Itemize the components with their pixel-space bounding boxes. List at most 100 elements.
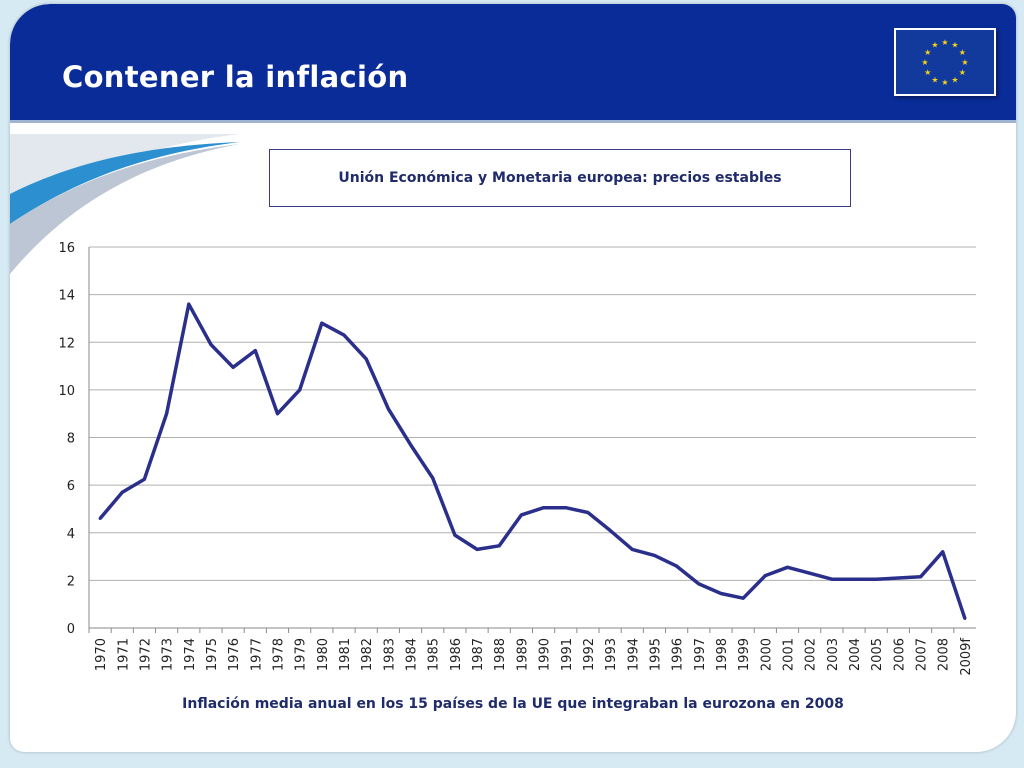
x-tick-label: 1976 xyxy=(227,638,242,671)
data-point xyxy=(187,302,191,306)
x-tick-label: 1979 xyxy=(294,638,309,671)
data-point xyxy=(253,349,257,353)
x-tick-label: 1982 xyxy=(360,638,375,671)
data-point xyxy=(409,443,413,447)
x-tick-label: 1980 xyxy=(316,638,331,671)
x-tick-label: 1971 xyxy=(116,638,131,671)
x-tick-label: 1974 xyxy=(183,638,198,671)
line-chart: 0 2 4 6 8 10 12 14 16 1970 1971 1972 1973 1974 1975 19… xyxy=(58,241,976,676)
x-tick-label: 1996 xyxy=(671,638,686,671)
x-tick-label: 1990 xyxy=(538,638,553,671)
data-point xyxy=(941,550,945,554)
series-line xyxy=(98,302,967,620)
flag-star-icon: ★ xyxy=(924,48,931,57)
data-point xyxy=(608,528,612,532)
x-tick-label: 1972 xyxy=(138,638,153,671)
chart-title: Unión Económica y Monetaria europea: pre… xyxy=(269,149,851,207)
header-bar: Contener la inflación ★ ★ ★ ★ ★ ★ ★ ★ ★ ★ ★ ★ xyxy=(10,4,1016,123)
data-point xyxy=(120,490,124,494)
x-tick-label: 1993 xyxy=(604,638,619,671)
data-point xyxy=(963,616,967,620)
data-point xyxy=(652,553,656,557)
data-point xyxy=(919,575,923,579)
x-tick-label: 1985 xyxy=(427,638,442,671)
y-tick-label: 16 xyxy=(58,241,75,256)
x-tick-label: 1984 xyxy=(405,638,420,671)
data-point xyxy=(142,477,146,481)
x-tick-label: 1999 xyxy=(737,638,752,671)
data-point xyxy=(719,591,723,595)
x-tick-label: 2007 xyxy=(915,638,930,671)
flag-star-icon: ★ xyxy=(941,38,948,47)
y-tick-label: 2 xyxy=(67,574,75,589)
data-point xyxy=(475,547,479,551)
x-tick-label: 1977 xyxy=(249,638,264,671)
data-point xyxy=(209,343,213,347)
x-tick-label: 1981 xyxy=(338,638,353,671)
y-tick-label: 14 xyxy=(58,289,75,304)
x-tick-label: 1978 xyxy=(271,638,286,671)
data-point xyxy=(630,547,634,551)
x-tick-label: 1997 xyxy=(693,638,708,671)
x-tick-label: 2009f xyxy=(959,638,974,676)
flag-star-icon: ★ xyxy=(931,41,938,50)
x-tick-label: 1992 xyxy=(582,638,597,671)
y-tick-label: 0 xyxy=(67,622,75,637)
data-point xyxy=(342,333,346,337)
x-tick-label: 2008 xyxy=(937,638,952,671)
flag-star-icon: ★ xyxy=(941,78,948,87)
x-tick-label: 1995 xyxy=(648,638,663,671)
flag-star-icon: ★ xyxy=(959,48,966,57)
x-tick-label: 2001 xyxy=(782,638,797,671)
data-point xyxy=(830,577,834,581)
x-tick-label: 2006 xyxy=(892,638,907,671)
flag-star-icon: ★ xyxy=(931,75,938,84)
data-point xyxy=(431,476,435,480)
flag-star-icon: ★ xyxy=(921,58,928,67)
data-point xyxy=(231,365,235,369)
data-point xyxy=(675,564,679,568)
data-point xyxy=(808,571,812,575)
data-point xyxy=(786,565,790,569)
data-point xyxy=(453,533,457,537)
data-point xyxy=(275,412,279,416)
y-tick-label: 10 xyxy=(58,384,75,399)
slide: Contener la inflación ★ ★ ★ ★ ★ ★ ★ ★ ★ ★ ★ ★ Unión… xyxy=(10,4,1016,752)
y-tick-label: 12 xyxy=(58,336,75,351)
x-tick-label: 2000 xyxy=(759,638,774,671)
x-tick-label: 1991 xyxy=(560,638,575,671)
data-point xyxy=(165,412,169,416)
x-tick-label: 1983 xyxy=(382,638,397,671)
flag-star-icon: ★ xyxy=(959,68,966,77)
flag-star-icon: ★ xyxy=(924,68,931,77)
data-point xyxy=(386,407,390,411)
data-point xyxy=(320,321,324,325)
slide-title: Contener la inflación xyxy=(62,60,409,94)
flag-star-icon: ★ xyxy=(961,58,968,67)
eu-flag-stars: ★ ★★★★★★★★★★★ xyxy=(921,38,968,87)
x-tick-label: 1973 xyxy=(161,638,176,671)
data-point xyxy=(896,576,900,580)
x-tick-label: 1988 xyxy=(493,638,508,671)
data-point xyxy=(741,596,745,600)
data-point xyxy=(519,513,523,517)
x-tick-label: 2003 xyxy=(826,638,841,671)
flag-star-icon: ★ xyxy=(951,41,958,50)
x-tick-label: 1998 xyxy=(715,638,730,671)
y-tick-label: 8 xyxy=(67,432,75,447)
chart-caption: Inflación media anual en los 15 países d… xyxy=(182,696,844,712)
data-point xyxy=(697,582,701,586)
data-point xyxy=(298,388,302,392)
data-point xyxy=(364,357,368,361)
data-point xyxy=(98,516,102,520)
data-point xyxy=(874,577,878,581)
x-tick-label: 1987 xyxy=(471,638,486,671)
x-tick-label: 1986 xyxy=(449,638,464,671)
data-point xyxy=(763,574,767,578)
y-tick-label: 4 xyxy=(67,527,75,542)
x-tick-label: 2004 xyxy=(848,638,863,671)
x-tick-label: 2005 xyxy=(870,638,885,671)
x-tick-label: 1970 xyxy=(94,638,109,671)
x-tick-label: 1975 xyxy=(205,638,220,671)
x-tick-label: 2002 xyxy=(804,638,819,671)
